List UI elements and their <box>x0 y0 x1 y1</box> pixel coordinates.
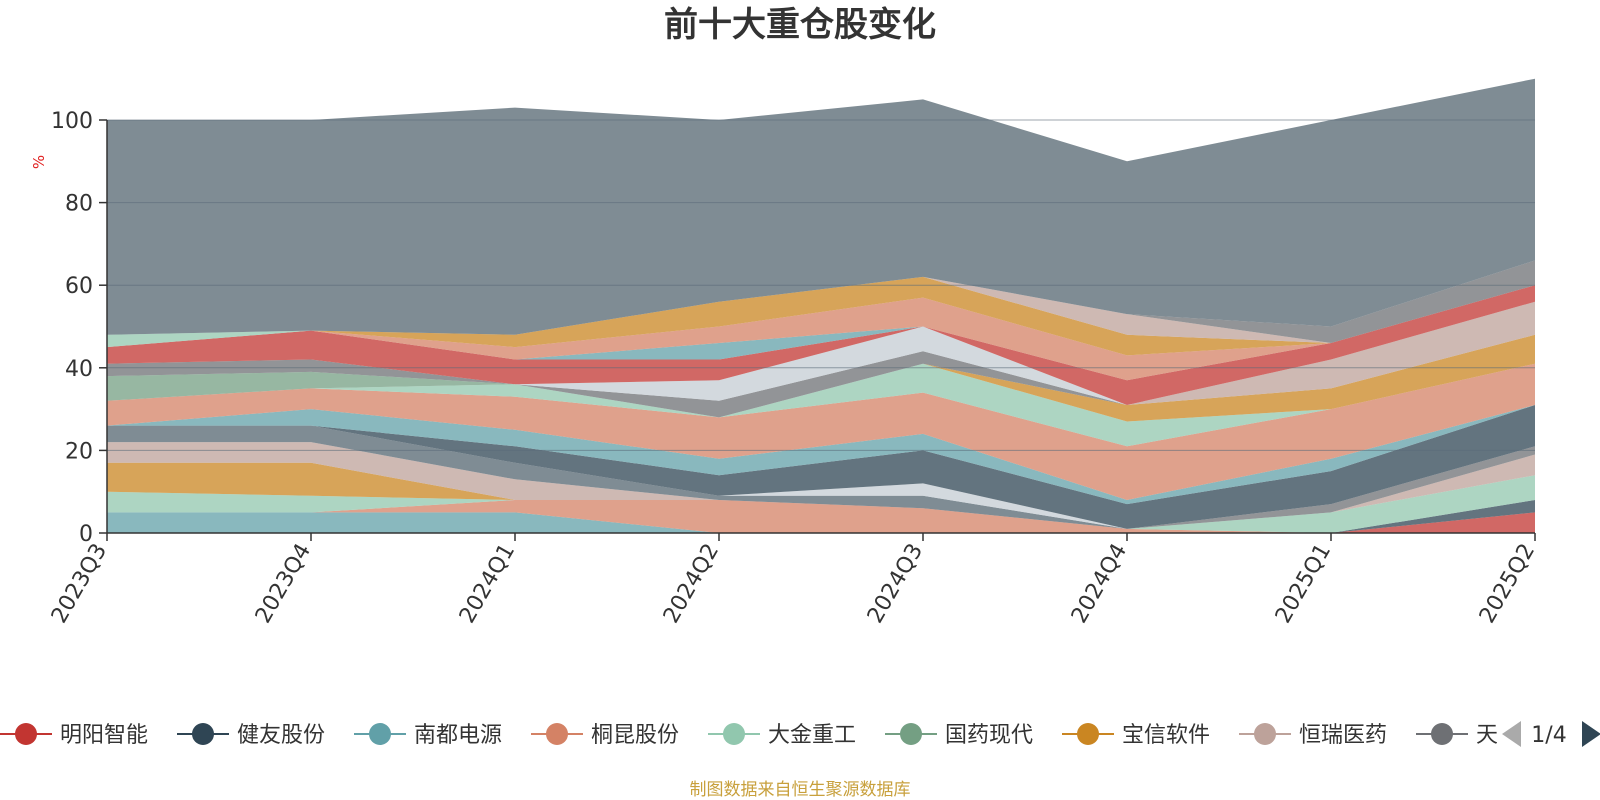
legend-item[interactable]: 恒瑞医药 <box>1239 723 1387 748</box>
legend-pager: 1/4 <box>1502 721 1600 748</box>
legend-label: 宝信软件 <box>1122 723 1210 748</box>
legend-marker-icon <box>369 723 391 745</box>
area-series-15[interactable] <box>107 363 1535 447</box>
area-series-14[interactable] <box>107 363 1535 500</box>
chart-title: 前十大重仓股变化 <box>664 5 936 45</box>
legend-prev-page-icon[interactable] <box>1502 721 1521 747</box>
x-tick-label: 2024Q3 <box>863 540 928 628</box>
axes <box>106 120 1535 534</box>
area-series-25[interactable] <box>107 276 1535 356</box>
legend-marker-icon <box>1431 723 1453 745</box>
area-series-28[interactable] <box>107 78 1535 335</box>
legend-label: 恒瑞医药 <box>1299 723 1387 748</box>
y-tick-label: 40 <box>65 357 93 382</box>
legend-marker-icon <box>1254 723 1276 745</box>
area-series-4[interactable] <box>107 500 1535 533</box>
area-series-13[interactable] <box>107 405 1535 505</box>
x-tick-label: 2025Q1 <box>1271 540 1336 628</box>
legend-item[interactable]: 南都电源 <box>354 723 502 748</box>
legend-label: 南都电源 <box>414 723 502 748</box>
x-tick-label: 2024Q2 <box>659 540 724 628</box>
x-tick-label: 2023Q4 <box>251 540 316 628</box>
y-tick-label: 80 <box>65 192 93 217</box>
area-series-21[interactable] <box>107 285 1535 405</box>
y-axis-ticks: 0 20 40 60 80 100 <box>51 109 107 547</box>
area-series-23[interactable] <box>107 285 1535 381</box>
x-tick-label: 2023Q3 <box>47 540 112 628</box>
area-series-26[interactable] <box>107 276 1535 343</box>
y-tick-label: 0 <box>79 522 93 547</box>
y-tick-label: 20 <box>65 439 93 464</box>
x-tick-label: 2024Q1 <box>455 540 520 628</box>
legend-label: 天 <box>1476 723 1498 748</box>
legend-item[interactable]: 天 <box>1416 723 1498 748</box>
x-tick-label: 2024Q4 <box>1067 540 1132 628</box>
legend-marker-icon <box>192 723 214 745</box>
legend-marker-icon <box>15 723 37 745</box>
legend[interactable]: 明阳智能 健友股份 南都电源 桐昆股份 大金重工 国药现代 宝信软件 恒瑞医药 天 <box>0 712 1600 756</box>
legend-item[interactable]: 明阳智能 <box>0 723 148 748</box>
legend-marker-icon <box>900 723 922 745</box>
area-series-3[interactable] <box>107 500 1535 533</box>
legend-item[interactable]: 大金重工 <box>708 723 856 748</box>
area-series-group <box>107 78 1535 533</box>
area-series-10[interactable] <box>107 425 1535 529</box>
x-tick-label: 2025Q2 <box>1475 540 1540 628</box>
y-tick-label: 100 <box>51 109 93 134</box>
area-series-5[interactable] <box>107 475 1535 533</box>
legend-label: 明阳智能 <box>60 723 148 748</box>
legend-item[interactable]: 桐昆股份 <box>531 723 679 748</box>
area-series-7[interactable] <box>107 462 1535 529</box>
legend-label: 健友股份 <box>237 723 325 748</box>
area-series-18[interactable] <box>107 334 1535 418</box>
legend-page-indicator: 1/4 <box>1531 723 1566 748</box>
y-axis-unit: % <box>30 155 48 169</box>
data-source-footer: 制图数据来自恒生聚源数据库 <box>690 780 911 800</box>
legend-next-page-icon[interactable] <box>1582 721 1600 747</box>
legend-item[interactable]: 健友股份 <box>177 723 325 748</box>
legend-marker-icon <box>546 723 568 745</box>
grid-lines <box>107 119 1535 451</box>
legend-label: 大金重工 <box>768 723 856 748</box>
y-tick-label: 60 <box>65 274 93 299</box>
legend-item[interactable]: 宝信软件 <box>1062 723 1210 748</box>
legend-label: 桐昆股份 <box>591 723 679 748</box>
legend-label: 国药现代 <box>945 723 1033 748</box>
legend-marker-icon <box>723 723 745 745</box>
area-series-12[interactable] <box>107 405 1535 529</box>
legend-item[interactable]: 国药现代 <box>885 723 1033 748</box>
legend-marker-icon <box>1077 723 1099 745</box>
x-axis-ticks: 2023Q3 2023Q4 2024Q1 2024Q2 2024Q3 2024Q4 2025… <box>47 533 1540 628</box>
area-series-1[interactable] <box>107 512 1535 533</box>
